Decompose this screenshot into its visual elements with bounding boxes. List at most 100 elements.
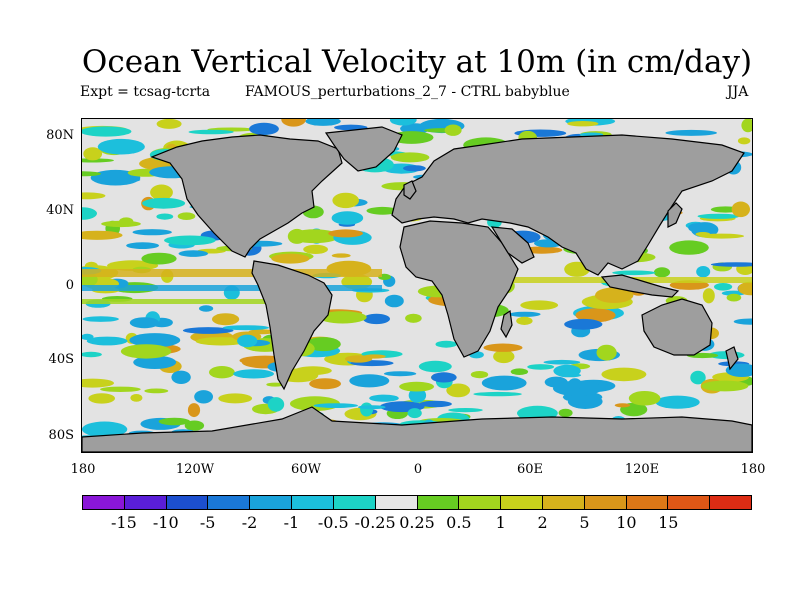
velocity-patch (281, 119, 306, 127)
new-zealand (725, 346, 739, 371)
velocity-band (82, 269, 382, 277)
australia (641, 298, 713, 356)
velocity-patch (158, 417, 191, 426)
velocity-patch (369, 394, 399, 402)
colorbar-swatch (710, 496, 751, 509)
velocity-patch (653, 267, 671, 278)
velocity-patch (156, 119, 182, 129)
velocity-patch (390, 152, 430, 163)
colorbar-swatch (292, 496, 334, 509)
velocity-patch (527, 364, 555, 370)
velocity-patch (288, 229, 340, 244)
velocity-patch (564, 318, 603, 330)
velocity-patch (82, 316, 119, 322)
antarctica (82, 406, 752, 452)
velocity-patch (303, 244, 328, 254)
colorbar-swatch (501, 496, 543, 509)
velocity-patch (399, 381, 434, 392)
colorbar-label: 0.25 (399, 513, 435, 532)
velocity-patch (721, 290, 746, 296)
velocity-patch (516, 316, 533, 325)
velocity-patch (628, 391, 661, 406)
map-canvas (82, 119, 752, 452)
velocity-patch (710, 262, 752, 267)
colorbar-swatch (668, 496, 711, 509)
velocity-patch (82, 421, 128, 438)
colorbar-swatch (166, 496, 209, 509)
velocity-patch (567, 121, 599, 127)
velocity-patch (171, 370, 191, 384)
velocity-patch (83, 147, 103, 161)
lon-tick-180e: 180 (740, 462, 766, 477)
velocity-patch (403, 165, 426, 172)
velocity-patch (82, 378, 114, 388)
velocity-patch (405, 313, 422, 323)
velocity-patch (142, 197, 186, 209)
velocity-patch (344, 355, 373, 363)
velocity-patch (82, 192, 106, 200)
velocity-patch (150, 184, 173, 201)
colorbar-swatch (250, 496, 293, 509)
uk (403, 180, 417, 200)
madagascar (500, 309, 513, 339)
colorbar-label: -15 (110, 513, 137, 532)
velocity-patch (82, 207, 97, 220)
comparison-label: FAMOUS_perturbations_2_7 - CTRL babyblue (245, 84, 570, 100)
arabia (490, 226, 535, 264)
velocity-patch (349, 374, 390, 388)
velocity-patch (141, 252, 177, 265)
colorbar (82, 495, 752, 510)
velocity-patch (407, 408, 422, 419)
velocity-patch (199, 305, 214, 312)
velocity-patch (101, 220, 141, 228)
colorbar-label: 2 (537, 513, 548, 532)
eurasia (391, 134, 745, 276)
velocity-patch (655, 395, 700, 409)
lon-tick-120e: 120E (624, 462, 660, 477)
velocity-patch (699, 233, 745, 239)
velocity-patch (510, 368, 529, 375)
velocity-patch (233, 369, 274, 379)
velocity-patch (97, 138, 145, 155)
indonesia (600, 274, 680, 298)
velocity-patch (271, 253, 310, 264)
velocity-patch (331, 211, 364, 225)
velocity-patch (209, 366, 235, 379)
velocity-patch (483, 343, 523, 352)
velocity-patch (669, 240, 709, 255)
velocity-patch (266, 382, 285, 387)
velocity-patch (184, 420, 205, 431)
velocity-patch (82, 351, 102, 358)
lon-tick-120w: 120W (175, 462, 215, 477)
velocity-patch (182, 327, 234, 334)
velocity-patch (509, 311, 541, 317)
velocity-patch (86, 336, 128, 346)
velocity-patch (126, 242, 159, 249)
velocity-patch (178, 250, 208, 257)
velocity-patch (408, 388, 427, 403)
lat-tick-40s: 40S (48, 352, 74, 367)
velocity-patch (481, 375, 527, 391)
experiment-label: Expt = tcsag-tcrta (80, 84, 211, 100)
colorbar-label: -2 (241, 513, 258, 532)
velocity-patch (470, 371, 489, 379)
velocity-patch (305, 119, 341, 126)
velocity-patch (129, 317, 160, 329)
velocity-patch (188, 129, 234, 135)
velocity-patch (697, 213, 740, 219)
velocity-patch (218, 393, 253, 404)
velocity-patch (384, 294, 404, 308)
velocity-patch (733, 318, 752, 325)
velocity-patch (358, 405, 386, 410)
velocity-patch (132, 229, 172, 236)
velocity-patch (187, 403, 201, 418)
velocity-patch (444, 124, 462, 136)
velocity-patch (313, 403, 358, 408)
velocity-patch (690, 370, 706, 385)
lat-tick-40n: 40N (46, 203, 74, 218)
colorbar-label: 15 (658, 513, 679, 532)
velocity-patch (568, 378, 582, 390)
lat-tick-80n: 80N (46, 128, 74, 143)
colorbar-swatch (459, 496, 502, 509)
velocity-patch (383, 371, 417, 377)
